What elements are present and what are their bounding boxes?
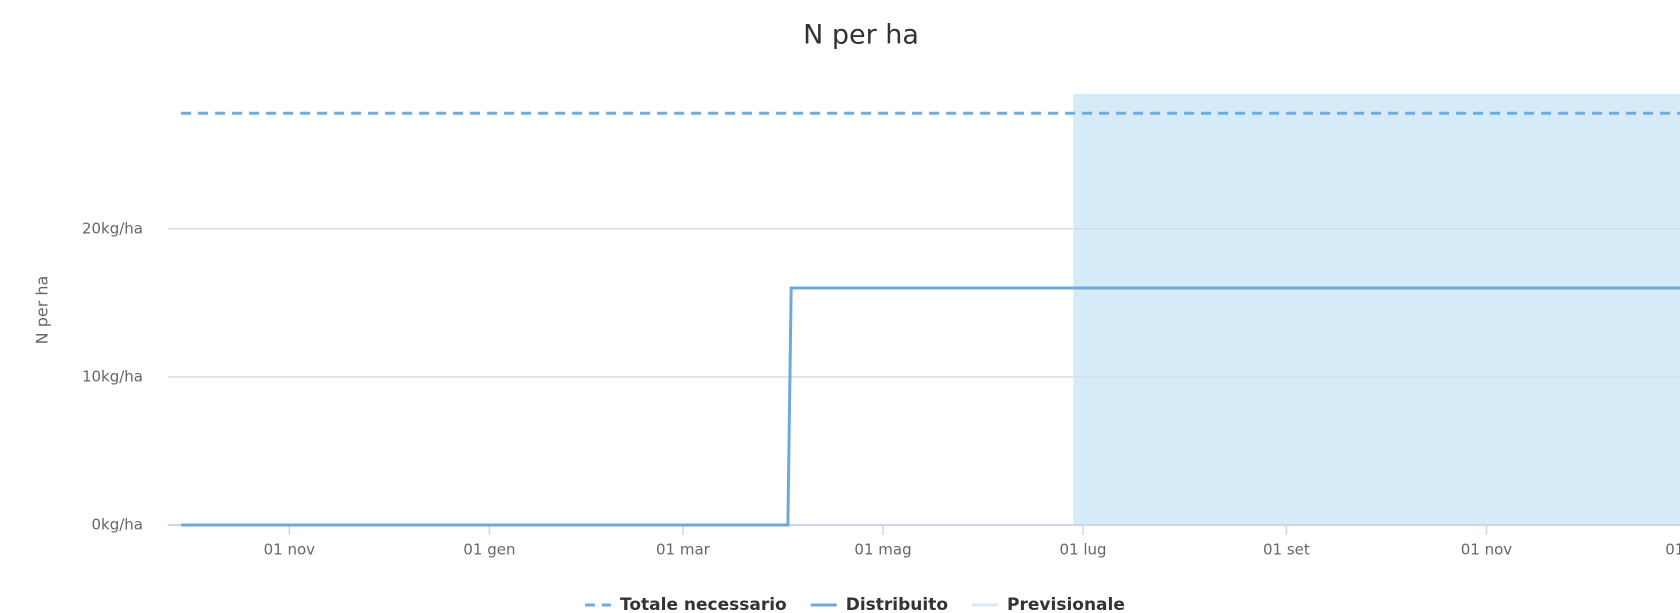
legend-label: Distribuito [846,595,948,613]
legend-label: Totale necessario [620,595,787,613]
chart-title: N per ha [803,20,919,51]
y-tick-label: 0kg/ha [91,516,143,534]
x-tick-label: 01 mag [854,541,911,559]
x-tick-label: 01 lug [1060,541,1107,559]
x-tick-label: 01 ge [1665,541,1680,559]
forecast-band [1073,94,1680,525]
legend-label: Previsionale [1007,595,1125,613]
x-tick-label: 01 mar [656,541,711,559]
x-tick-label: 01 set [1263,541,1310,559]
x-tick-label: 01 nov [1461,541,1513,559]
series-line [181,286,1680,527]
y-axis-title: N per ha [33,276,52,345]
x-tick-label: 01 nov [264,541,316,559]
legend-item: Previsionale [972,595,1125,613]
legend-item: Distribuito [810,595,948,613]
x-tick-label: 01 gen [463,541,515,559]
y-tick-label: 10kg/ha [82,367,143,385]
legend-item: Totale necessario [585,595,787,613]
y-tick-label: 20kg/ha [82,219,143,237]
